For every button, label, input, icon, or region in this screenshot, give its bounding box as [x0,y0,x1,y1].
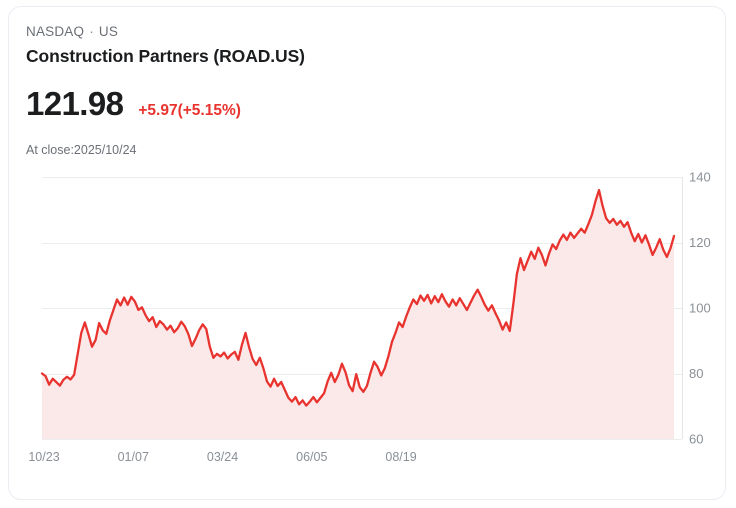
series-line-path [40,188,676,407]
chart-series-line [40,188,676,407]
quote-header: NASDAQ · US Construction Partners (ROAD.US… [26,23,709,68]
y-tick-label: 80 [689,366,703,381]
region-code: US [98,24,119,39]
page-title: Construction Partners (ROAD.US) [26,46,305,66]
y-tick-label: 120 [689,235,711,250]
exchange-region-line: NASDAQ · US [26,23,709,41]
chart-y-axis-labels: 140 120 100 80 60 [689,170,711,447]
x-tick-label: 10/23 [28,450,59,464]
price-change: +5.97(+5.15%) [138,102,241,119]
price-row: 121.98 +5.97(+5.15%) [26,86,241,122]
price-area-chart[interactable]: 140 120 100 80 60 10/23 01/07 03/24 06/05 08/19 [9,7,726,500]
y-tick-label: 60 [689,432,703,447]
exchange-name: NASDAQ [26,24,85,39]
y-tick-label: 100 [689,301,711,316]
x-tick-label: 03/24 [207,450,238,464]
chart-x-axis-labels: 10/23 01/07 03/24 06/05 08/19 [28,450,416,464]
x-tick-label: 06/05 [296,450,327,464]
area-fill-path [42,190,674,439]
last-price: 121.98 [26,85,124,122]
exchange-separator: · [89,24,94,39]
x-tick-label: 01/07 [118,450,149,464]
x-tick-label: 08/19 [385,450,416,464]
stock-quote-card: NASDAQ · US Construction Partners (ROAD.US… [8,6,726,500]
chart-area-fill [42,190,674,439]
y-tick-label: 140 [689,170,711,185]
market-status-note: At close:2025/10/24 [26,143,137,157]
